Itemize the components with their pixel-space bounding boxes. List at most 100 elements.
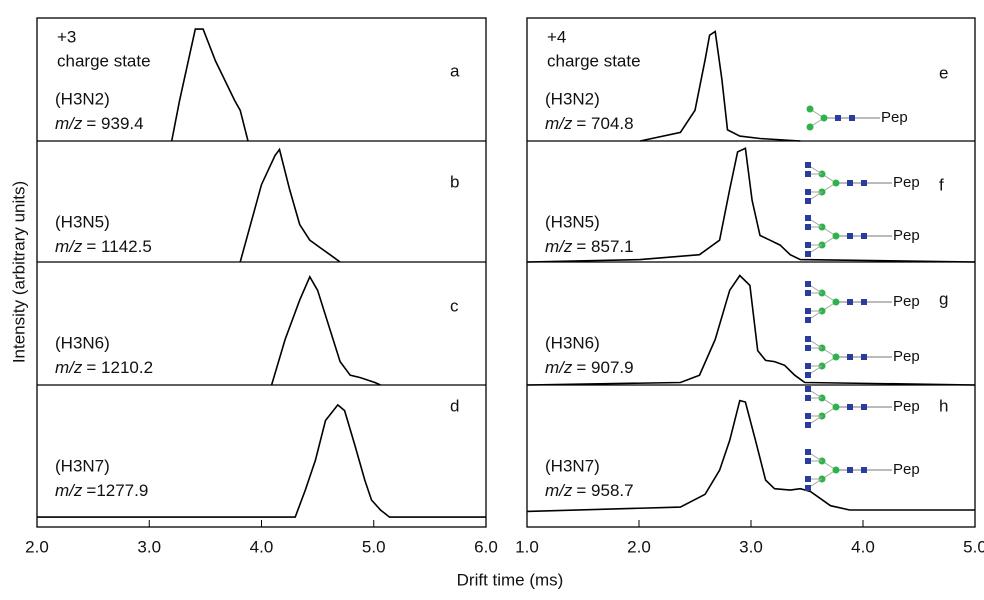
glycan-label: (H3N7) bbox=[545, 456, 600, 475]
peptide-label: Pep bbox=[881, 109, 908, 126]
x-tick-label: 3.0 bbox=[739, 537, 763, 556]
x-tick-label: 3.0 bbox=[137, 537, 161, 556]
mannose bbox=[832, 353, 840, 361]
mannose bbox=[806, 105, 814, 113]
glcnac bbox=[805, 413, 811, 419]
x-tick-label: 1.0 bbox=[515, 537, 539, 556]
glcnac bbox=[861, 404, 867, 410]
glcnac bbox=[805, 308, 811, 314]
mannose bbox=[806, 123, 814, 131]
glcnac bbox=[835, 115, 841, 121]
mz-prefix: m/z bbox=[55, 481, 83, 500]
glcnac bbox=[861, 467, 867, 473]
mz-value: = 704.8 bbox=[576, 114, 633, 133]
glcnac bbox=[805, 336, 811, 342]
mz-prefix: m/z bbox=[55, 237, 83, 256]
glycan-label: (H3N6) bbox=[545, 333, 600, 352]
mz-value: =1277.9 bbox=[86, 481, 148, 500]
glcnac bbox=[805, 395, 811, 401]
mz-label: m/z = 704.8 bbox=[545, 114, 634, 133]
mz-label: m/z = 907.9 bbox=[545, 358, 634, 377]
panel-letter: d bbox=[450, 396, 459, 415]
x-tick-label: 2.0 bbox=[25, 537, 49, 556]
glycan-label: (H3N2) bbox=[55, 89, 110, 108]
glcnac bbox=[805, 386, 811, 392]
glcnac bbox=[805, 251, 811, 257]
peptide-label: Pep bbox=[893, 293, 920, 310]
glcnac bbox=[805, 449, 811, 455]
mannose bbox=[832, 403, 840, 411]
drift-trace bbox=[239, 147, 341, 263]
peptide-label: Pep bbox=[893, 461, 920, 478]
glcnac bbox=[847, 180, 853, 186]
glcnac bbox=[847, 404, 853, 410]
mannose bbox=[832, 466, 840, 474]
panel-letter: b bbox=[450, 172, 459, 191]
glycan-label: (H3N2) bbox=[545, 89, 600, 108]
x-tick-label: 2.0 bbox=[627, 537, 651, 556]
glcnac bbox=[805, 485, 811, 491]
mz-prefix: m/z bbox=[545, 481, 573, 500]
mz-label: m/z = 939.4 bbox=[55, 114, 144, 133]
panel-letter: a bbox=[450, 61, 460, 80]
drift-trace bbox=[170, 28, 249, 142]
charge-label: +4 bbox=[547, 27, 566, 46]
mannose bbox=[832, 179, 840, 187]
mz-prefix: m/z bbox=[545, 358, 573, 377]
mz-label: m/z =1277.9 bbox=[55, 481, 148, 500]
panel-letter: f bbox=[939, 175, 944, 194]
mz-label: m/z = 958.7 bbox=[545, 481, 634, 500]
glcnac bbox=[805, 317, 811, 323]
glcnac bbox=[805, 171, 811, 177]
glcnac bbox=[805, 363, 811, 369]
glcnac bbox=[805, 345, 811, 351]
glcnac bbox=[805, 198, 811, 204]
glcnac bbox=[805, 224, 811, 230]
glcnac bbox=[805, 162, 811, 168]
glcnac bbox=[849, 115, 855, 121]
x-axis-label: Drift time (ms) bbox=[457, 570, 564, 589]
mz-value: = 1210.2 bbox=[86, 358, 153, 377]
glcnac bbox=[861, 354, 867, 360]
glcnac bbox=[861, 180, 867, 186]
x-tick-label: 5.0 bbox=[963, 537, 984, 556]
charge-label: charge state bbox=[57, 51, 151, 70]
drift-trace bbox=[526, 399, 975, 513]
mz-prefix: m/z bbox=[55, 114, 83, 133]
peptide-label: Pep bbox=[893, 348, 920, 365]
mz-value: = 939.4 bbox=[86, 114, 143, 133]
mz-label: m/z = 1210.2 bbox=[55, 358, 153, 377]
mannose bbox=[820, 114, 828, 122]
mz-value: = 1142.5 bbox=[86, 237, 151, 256]
glcnac bbox=[805, 281, 811, 287]
mz-value: = 907.9 bbox=[576, 358, 633, 377]
glcnac bbox=[861, 233, 867, 239]
panel-letter: e bbox=[939, 63, 948, 82]
glycan-label: (H3N5) bbox=[55, 212, 110, 231]
glcnac bbox=[847, 233, 853, 239]
glcnac bbox=[805, 189, 811, 195]
y-axis-label: Intensity (arbitrary units) bbox=[9, 181, 28, 363]
mz-label: m/z = 857.1 bbox=[545, 237, 634, 256]
mz-prefix: m/z bbox=[545, 114, 573, 133]
peptide-label: Pep bbox=[893, 174, 920, 191]
drift-trace bbox=[526, 274, 976, 386]
panel-letter: c bbox=[450, 296, 459, 315]
mannose bbox=[832, 232, 840, 240]
drift-trace bbox=[270, 275, 381, 386]
glcnac bbox=[861, 299, 867, 305]
mannose bbox=[832, 298, 840, 306]
mz-value: = 857.1 bbox=[576, 237, 633, 256]
x-tick-label: 4.0 bbox=[851, 537, 875, 556]
glcnac bbox=[805, 215, 811, 221]
peptide-label: Pep bbox=[893, 227, 920, 244]
charge-label: +3 bbox=[57, 27, 76, 46]
drift-trace bbox=[526, 147, 976, 263]
panel-letter: g bbox=[939, 289, 948, 308]
glcnac bbox=[805, 422, 811, 428]
glcnac bbox=[847, 299, 853, 305]
